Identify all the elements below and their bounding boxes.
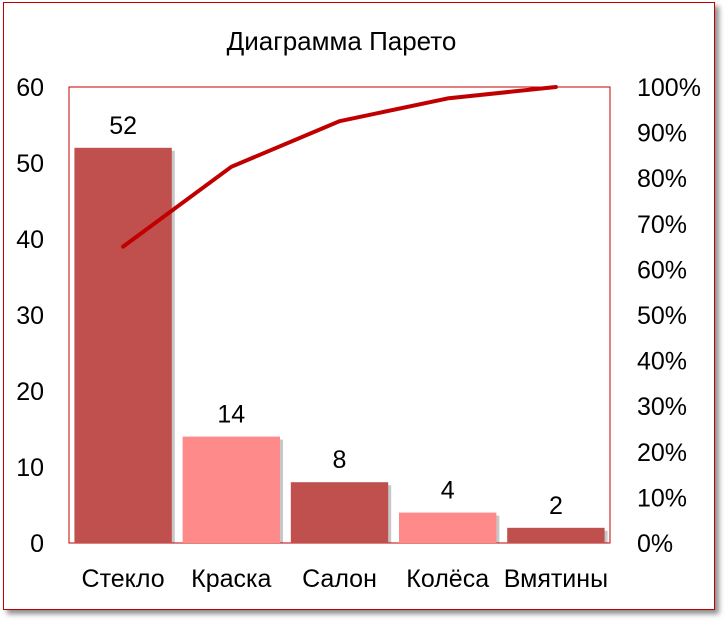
right-axis-tick-label: 100%	[637, 74, 701, 102]
bar-data-label: 2	[549, 492, 563, 520]
left-axis-ticks: 0 10 20 30 40 50 60	[16, 74, 44, 558]
bar-data-label: 4	[441, 477, 455, 505]
bar	[290, 482, 389, 543]
right-axis-tick-label: 70%	[637, 211, 687, 239]
left-axis-tick-label: 40	[16, 226, 44, 254]
left-axis-tick-label: 10	[16, 454, 44, 482]
right-axis-ticks: 0% 10% 20% 30% 40% 50% 60% 70% 80% 90% 100%	[637, 74, 701, 558]
bar	[399, 512, 497, 543]
category-axis-labels: Стекло Краска Салон Колёса Вмятины	[82, 565, 609, 593]
category-label: Салон	[302, 565, 377, 593]
category-label: Краска	[191, 565, 271, 593]
cumulative-percent-line	[121, 85, 558, 249]
right-axis-tick-label: 10%	[637, 484, 687, 512]
bar	[182, 436, 280, 543]
bar-data-labels: 52 14 8 4 2	[109, 112, 563, 520]
category-label: Колёса	[406, 565, 489, 593]
right-axis-tick-label: 50%	[637, 302, 687, 330]
right-axis-tick-label: 40%	[637, 348, 687, 376]
right-axis-tick-label: 80%	[637, 165, 687, 193]
chart-title: Диаграмма Парето	[227, 26, 457, 56]
bar	[507, 527, 605, 543]
left-axis-tick-label: 30	[16, 302, 44, 330]
left-axis-tick-label: 60	[16, 74, 44, 102]
right-axis-tick-label: 0%	[637, 530, 673, 558]
bar-data-label: 8	[333, 446, 347, 474]
bar-data-label: 52	[109, 112, 137, 140]
category-label: Вмятины	[504, 565, 608, 593]
right-axis-tick-label: 30%	[637, 393, 687, 421]
bar-data-label: 14	[217, 401, 245, 429]
left-axis-tick-label: 20	[16, 378, 44, 406]
right-axis-tick-label: 60%	[637, 256, 687, 284]
left-axis-tick-label: 0	[30, 530, 44, 558]
right-axis-tick-label: 20%	[637, 439, 687, 467]
right-axis-tick-label: 90%	[637, 120, 687, 148]
left-axis-tick-label: 50	[16, 150, 44, 178]
bar	[74, 147, 172, 544]
category-label: Стекло	[82, 565, 165, 593]
bar-series	[74, 147, 608, 544]
